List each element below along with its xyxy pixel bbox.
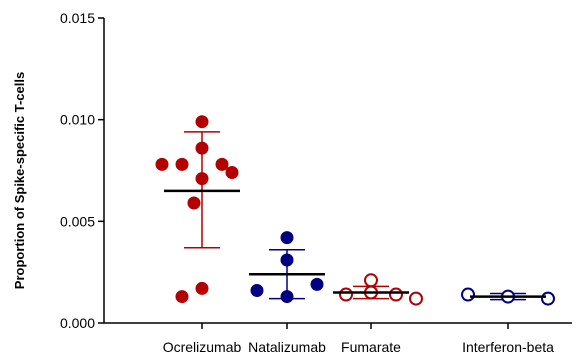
data-point bbox=[280, 253, 294, 267]
data-point bbox=[195, 115, 209, 129]
data-point bbox=[187, 196, 201, 210]
x-tick-label: Natalizumab bbox=[248, 339, 326, 355]
plot-area bbox=[155, 115, 555, 306]
data-point bbox=[339, 287, 353, 302]
data-point bbox=[461, 287, 475, 302]
data-point bbox=[280, 290, 294, 304]
data-point bbox=[175, 157, 189, 171]
y-axis-title: Proportion of Spike-specific T-cells bbox=[12, 72, 27, 289]
data-point bbox=[280, 231, 294, 245]
y-tick-label: 0.015 bbox=[60, 10, 95, 26]
x-tick-label: Fumarate bbox=[341, 339, 401, 355]
x-tick-label: Interferon-beta bbox=[462, 339, 554, 355]
x-axis: Ocrelizumab Natalizumab Fumarate Interferon… bbox=[104, 322, 572, 355]
series-fumarate bbox=[333, 273, 423, 306]
x-tick-label: Ocrelizumab bbox=[163, 339, 242, 355]
data-point bbox=[310, 277, 324, 291]
data-point bbox=[195, 281, 209, 295]
y-tick-label: 0.000 bbox=[60, 315, 95, 331]
series-natalizumab bbox=[249, 231, 325, 304]
y-axis: 0.000 0.005 0.010 0.015 bbox=[60, 10, 105, 331]
y-tick-label: 0.010 bbox=[60, 112, 95, 128]
data-point bbox=[195, 172, 209, 186]
data-point bbox=[195, 141, 209, 155]
data-point bbox=[175, 290, 189, 304]
data-point bbox=[389, 287, 403, 302]
data-point bbox=[541, 291, 555, 306]
data-point bbox=[155, 157, 169, 171]
data-point bbox=[225, 166, 239, 180]
data-point bbox=[250, 283, 264, 297]
data-point bbox=[215, 157, 229, 171]
y-tick-label: 0.005 bbox=[60, 213, 95, 229]
series-interferon-beta bbox=[461, 287, 555, 306]
series-ocrelizumab bbox=[155, 115, 240, 304]
data-point bbox=[409, 291, 423, 306]
data-point bbox=[364, 273, 378, 288]
